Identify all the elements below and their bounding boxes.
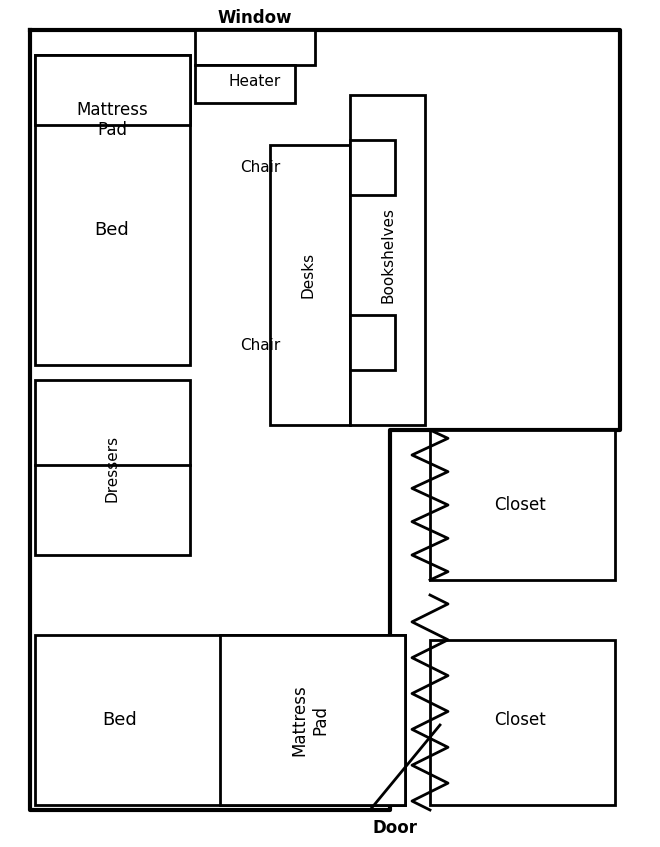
Text: Door: Door [372, 819, 418, 837]
Text: Window: Window [218, 9, 292, 27]
Bar [350, 315, 395, 370]
Bar [35, 55, 190, 365]
Text: Mattress
Pad: Mattress Pad [76, 101, 148, 140]
Bar [35, 55, 190, 125]
Text: Dressers: Dressers [104, 435, 119, 501]
Text: Desks: Desks [300, 252, 315, 298]
Text: Chair: Chair [240, 337, 280, 352]
Text: Closet: Closet [494, 496, 546, 514]
Text: Heater: Heater [229, 75, 281, 90]
Bar [195, 30, 315, 65]
Bar [35, 635, 405, 805]
Text: Mattress
Pad: Mattress Pad [290, 684, 329, 756]
Bar [35, 380, 190, 555]
Bar [220, 635, 405, 805]
Text: Bed: Bed [94, 221, 129, 239]
Bar [195, 65, 295, 103]
Bar [270, 145, 350, 425]
Bar [350, 140, 395, 195]
Bar [430, 430, 615, 580]
Bar [430, 640, 615, 805]
Text: Bed: Bed [102, 711, 137, 729]
Text: Chair: Chair [240, 160, 280, 175]
Text: Bookshelves: Bookshelves [381, 207, 395, 303]
Bar [350, 95, 425, 425]
Text: Closet: Closet [494, 711, 546, 729]
